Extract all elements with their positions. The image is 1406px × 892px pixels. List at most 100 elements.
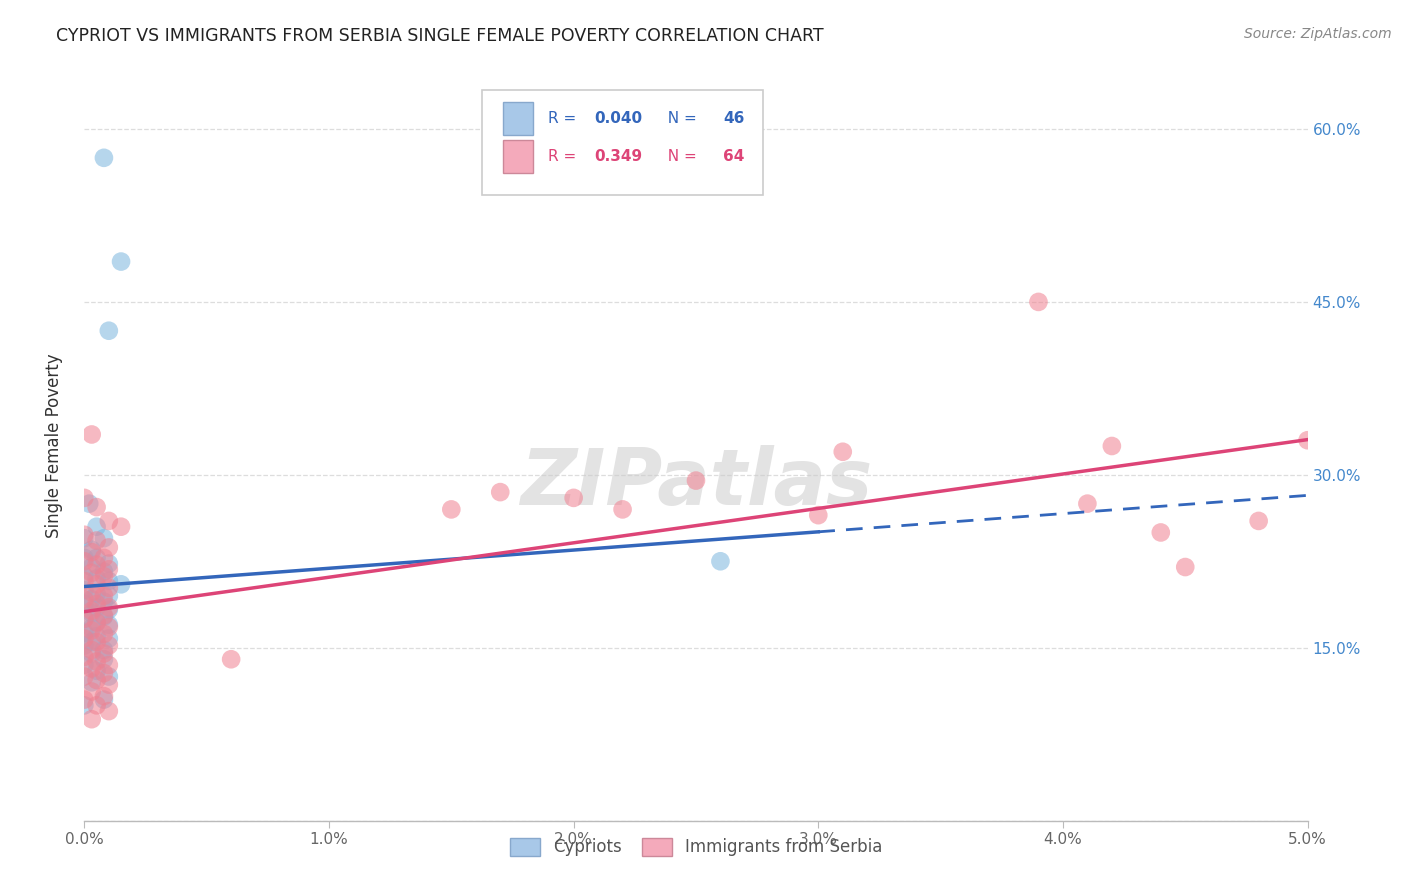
Point [80, 566, 103, 580]
Point [73, 583, 96, 598]
Point [1247, 514, 1270, 528]
Point [93, 531, 115, 545]
Point [489, 485, 512, 500]
Y-axis label: Single Female Poverty: Single Female Poverty [45, 354, 63, 538]
Point [97, 704, 120, 718]
Point [80, 624, 103, 638]
Point [73, 649, 96, 664]
Point [440, 502, 463, 516]
Point [93, 647, 115, 661]
Point [86, 533, 108, 548]
Point [93, 594, 115, 608]
Point [86, 600, 108, 615]
Point [97, 678, 120, 692]
Text: 0.040: 0.040 [595, 112, 643, 126]
Point [93, 569, 115, 583]
Point [97, 581, 120, 595]
Point [110, 519, 132, 533]
Point [93, 643, 115, 657]
Point [97, 541, 120, 555]
Point [97, 589, 120, 603]
Point [97, 617, 120, 632]
Point [86, 572, 108, 586]
Point [97, 600, 120, 615]
Point [93, 151, 115, 165]
Point [80, 647, 103, 661]
FancyBboxPatch shape [503, 102, 533, 135]
Text: R =: R = [548, 149, 581, 163]
Point [86, 577, 108, 591]
Point [80, 604, 103, 618]
Point [1028, 294, 1050, 309]
Point [709, 554, 731, 568]
Point [86, 586, 108, 600]
Text: CYPRIOT VS IMMIGRANTS FROM SERBIA SINGLE FEMALE POVERTY CORRELATION CHART: CYPRIOT VS IMMIGRANTS FROM SERBIA SINGLE… [56, 27, 824, 45]
Point [97, 574, 120, 588]
Point [93, 689, 115, 703]
Point [97, 620, 120, 634]
Point [97, 324, 120, 338]
Point [97, 658, 120, 673]
Point [73, 550, 96, 565]
Point [110, 254, 132, 268]
Point [73, 597, 96, 611]
Text: 46: 46 [723, 112, 744, 126]
Point [80, 545, 103, 559]
Point [73, 569, 96, 583]
FancyBboxPatch shape [503, 139, 533, 172]
Point [73, 658, 96, 673]
Point [97, 639, 120, 653]
Point [73, 612, 96, 626]
Point [77, 497, 100, 511]
Point [80, 621, 103, 635]
Point [93, 589, 115, 603]
Point [80, 684, 103, 698]
Point [73, 554, 96, 568]
Point [219, 652, 242, 666]
Point [86, 698, 108, 713]
Legend: Cypriots, Immigrants from Serbia: Cypriots, Immigrants from Serbia [502, 830, 890, 864]
Point [73, 669, 96, 683]
Point [1076, 497, 1098, 511]
Point [73, 612, 96, 626]
Point [86, 629, 108, 643]
Text: R =: R = [548, 112, 581, 126]
Text: 0.349: 0.349 [595, 149, 643, 163]
Point [831, 444, 853, 458]
Point [80, 675, 103, 690]
Point [807, 508, 830, 523]
Point [93, 609, 115, 624]
Point [1150, 525, 1173, 540]
Point [93, 608, 115, 623]
Point [80, 643, 103, 657]
Point [93, 666, 115, 681]
Point [110, 577, 132, 591]
Point [86, 673, 108, 687]
Text: N =: N = [658, 112, 702, 126]
Point [73, 531, 96, 545]
Point [86, 615, 108, 630]
Point [1174, 560, 1197, 574]
Point [562, 491, 585, 505]
Point [97, 557, 120, 571]
Point [86, 635, 108, 649]
Point [73, 692, 96, 706]
Point [73, 625, 96, 640]
Point [93, 550, 115, 565]
Point [612, 502, 634, 516]
Point [86, 597, 108, 611]
Point [93, 692, 115, 706]
Point [73, 639, 96, 653]
Text: Source: ZipAtlas.com: Source: ZipAtlas.com [1244, 27, 1392, 41]
Point [97, 632, 120, 646]
Point [73, 528, 96, 542]
Text: 64: 64 [723, 149, 744, 163]
Point [93, 565, 115, 579]
Point [93, 652, 115, 666]
Point [86, 519, 108, 533]
Point [80, 712, 103, 726]
Point [1101, 439, 1123, 453]
Point [97, 669, 120, 683]
Point [80, 585, 103, 599]
Point [80, 635, 103, 649]
